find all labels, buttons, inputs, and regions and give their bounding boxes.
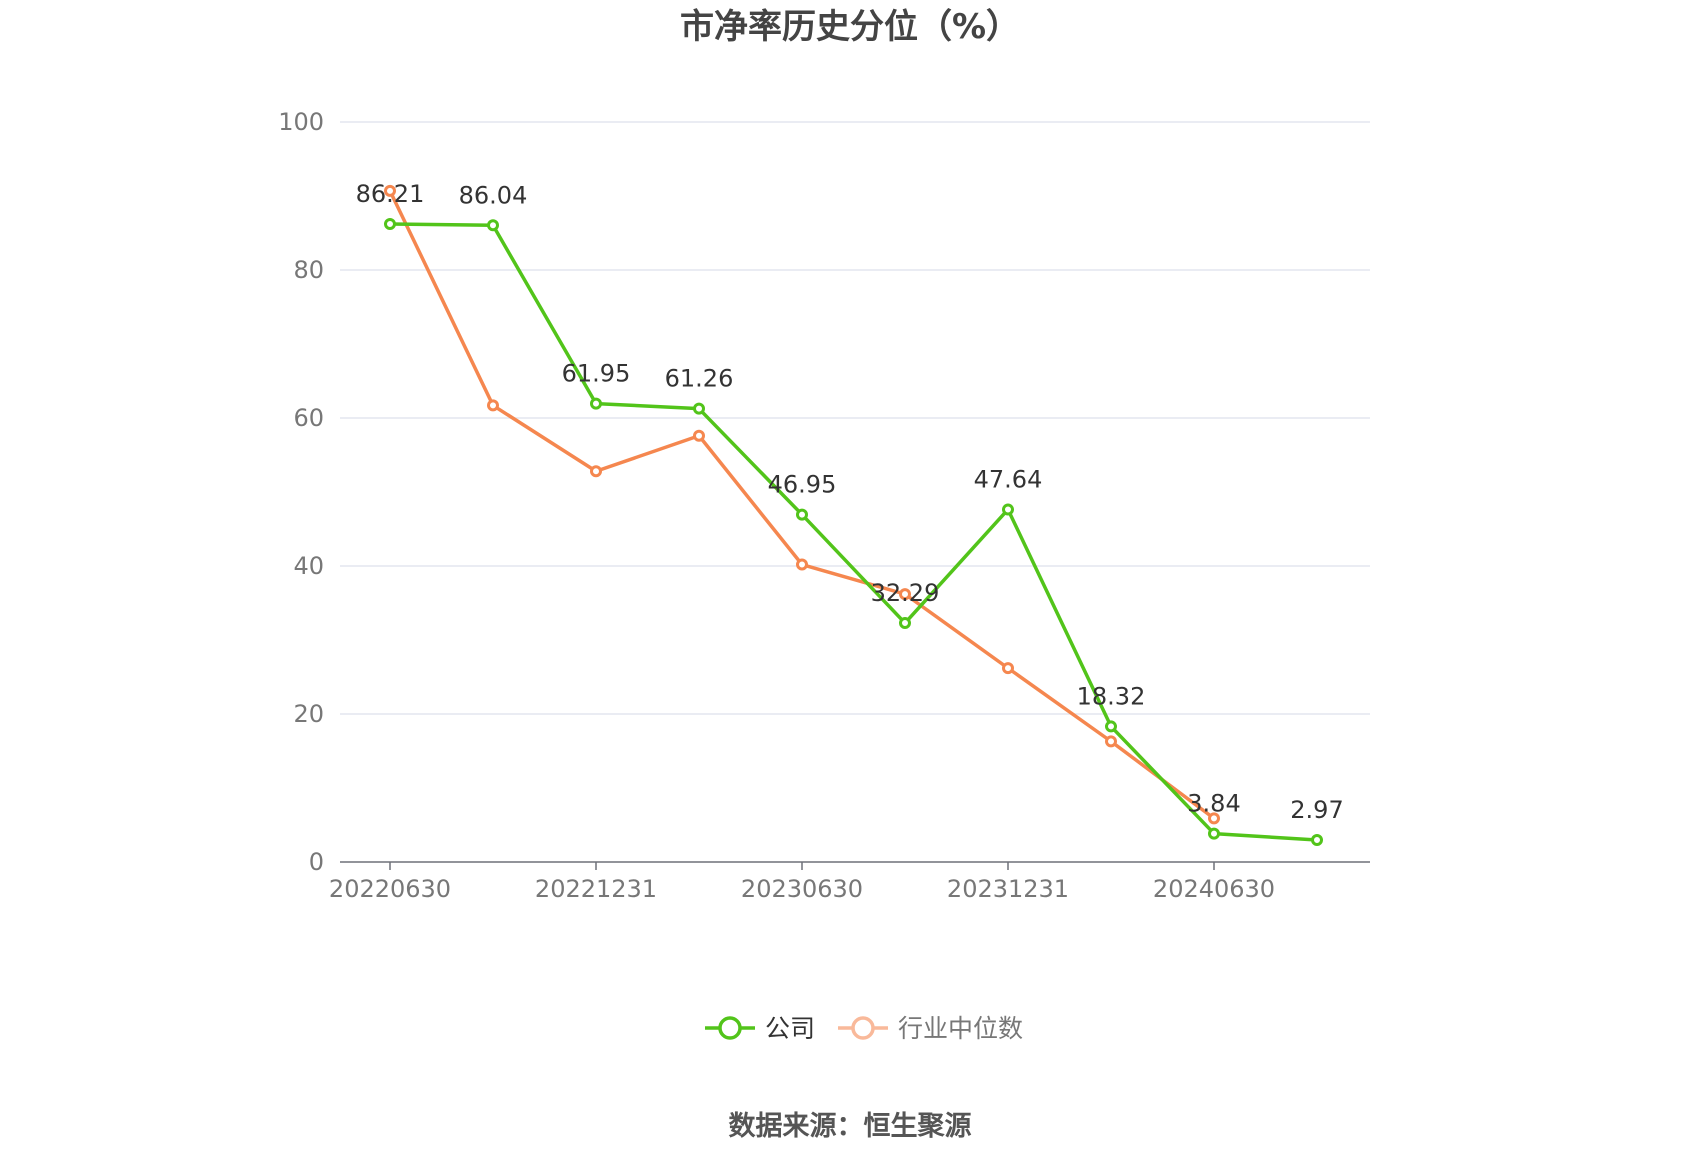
series-0-point[interactable] [590, 397, 602, 410]
series-0-point[interactable] [1002, 503, 1014, 516]
series-1-point[interactable] [590, 465, 602, 478]
label-layer: 86.21 86.04 61.95 61.26 46.95 32.29 47.64 18.32… [356, 180, 1344, 824]
series-1-point[interactable] [1002, 662, 1014, 675]
x-tick-label: 20231231 [947, 875, 1069, 903]
legend[interactable]: 公司 行业中位数 [705, 1014, 1023, 1043]
series-1-point[interactable] [693, 429, 705, 442]
series-0-point[interactable] [1105, 720, 1117, 733]
series-line-0 [389, 222, 1318, 842]
series-1-point[interactable] [899, 588, 911, 601]
series-1-point[interactable] [796, 558, 808, 571]
x-tick-label: 20220630 [329, 875, 451, 903]
data-label: 86.04 [459, 181, 528, 209]
legend-item[interactable]: 公司 [705, 1014, 815, 1043]
series-line-1 [388, 190, 1216, 820]
series-0-point[interactable] [899, 617, 911, 630]
legend-label: 行业中位数 [898, 1014, 1023, 1043]
series-1-point[interactable] [487, 399, 499, 412]
y-tick-label: 20 [293, 700, 324, 728]
data-label: 18.32 [1077, 682, 1146, 710]
y-tick-label: 100 [278, 108, 324, 136]
series-1-point[interactable] [1105, 735, 1117, 748]
y-tick-label: 40 [293, 552, 324, 580]
legend-item[interactable]: 行业中位数 [838, 1014, 1023, 1043]
series-1-point[interactable] [1208, 812, 1220, 825]
data-label: 2.97 [1290, 796, 1343, 824]
series-0-point[interactable] [1208, 827, 1220, 840]
y-tick-label: 80 [293, 256, 324, 284]
data-label: 47.64 [974, 465, 1043, 493]
data-label: 32.29 [871, 579, 940, 607]
x-tick-label: 20221231 [535, 875, 657, 903]
series-0-point[interactable] [1311, 834, 1323, 847]
data-label: 46.95 [768, 471, 837, 499]
legend-label: 公司 [765, 1014, 815, 1043]
legend-marker-icon [851, 1016, 875, 1040]
y-tick-label: 0 [309, 848, 324, 876]
data-label: 61.95 [562, 360, 631, 388]
y-tick-label: 60 [293, 404, 324, 432]
series-0-point[interactable] [796, 508, 808, 521]
data-label: 3.84 [1187, 790, 1240, 818]
data-label: 86.21 [356, 180, 425, 208]
chart-title: 市净率历史分位（%） [680, 7, 1020, 47]
x-tick-label: 20240630 [1153, 875, 1275, 903]
legend-marker-icon [718, 1016, 742, 1040]
series-layer [384, 184, 1323, 847]
series-0-point[interactable] [487, 219, 499, 232]
series-0-point[interactable] [384, 218, 396, 231]
x-tick-label: 20230630 [741, 875, 863, 903]
data-source: 数据来源：恒生聚源 [729, 1111, 972, 1142]
series-1-point[interactable] [384, 184, 396, 197]
series-0-point[interactable] [693, 402, 705, 415]
axis-layer: 0 20 40 60 80 100 20220630 20221231 20230630 2023… [278, 108, 1370, 903]
grid-layer [340, 121, 1370, 715]
data-label: 61.26 [665, 365, 734, 393]
